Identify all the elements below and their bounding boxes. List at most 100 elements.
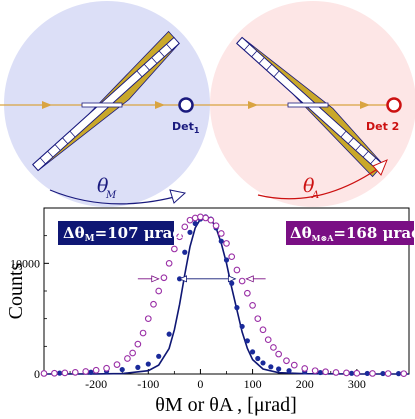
data-series — [40, 213, 409, 378]
x-tick-label: 200 — [296, 377, 314, 391]
data-point-open — [223, 240, 230, 247]
data-point-filled — [364, 370, 370, 377]
beam-arrow-4 — [360, 101, 370, 109]
detector-1-icon — [178, 97, 194, 113]
data-point-filled — [145, 361, 151, 367]
detector-2-icon — [386, 97, 402, 113]
data-point-open — [353, 369, 361, 377]
detector-2-label: Det 2 — [366, 120, 399, 133]
data-point-filled — [88, 369, 94, 375]
data-point-open — [249, 302, 256, 309]
data-point-open — [270, 344, 277, 351]
plot-area: -200 -100 0 100 200 300 0 10000 θM or θA , [μr… — [5, 207, 410, 416]
data-point-filled — [223, 257, 230, 263]
x-tick-label: -100 — [137, 377, 159, 391]
data-point-open — [322, 368, 329, 376]
data-point-filled — [57, 370, 63, 376]
x-tick-label: 100 — [244, 377, 262, 391]
data-point-open — [181, 223, 189, 231]
theta-m-sub: M — [105, 190, 117, 201]
theta-m-arrow-icon — [169, 189, 187, 204]
x-tick-label: 300 — [348, 377, 366, 391]
data-point-open — [275, 350, 282, 358]
data-point-filled — [260, 360, 266, 366]
data-point-filled — [166, 331, 172, 337]
data-point-filled — [349, 370, 355, 376]
detector-1-sub: 1 — [194, 126, 200, 135]
data-point-open — [82, 368, 90, 375]
annotation-box-1 — [58, 221, 174, 245]
data-point-filled — [276, 366, 282, 372]
data-point-open — [134, 340, 142, 348]
data-point-open — [217, 230, 225, 237]
theta-a-sub: A — [311, 190, 319, 201]
data-point-open — [238, 277, 246, 285]
data-point-filled — [244, 338, 250, 344]
data-point-filled — [239, 323, 245, 330]
data-point-open — [332, 369, 340, 376]
data-point-open — [259, 326, 267, 334]
y-tick-label: 10000 — [10, 256, 40, 270]
data-point-open — [71, 368, 79, 376]
theta-a-arc — [257, 164, 384, 200]
data-point-open — [113, 361, 121, 368]
fwhm-combined-arrow-left-icon — [151, 275, 160, 283]
data-point-open — [40, 370, 48, 377]
x-axis-label: θM or θA , [μrad] — [155, 394, 297, 416]
annotation-text-1: ΔθM=107 μrad — [63, 224, 183, 244]
data-point-open — [254, 315, 262, 323]
data-point-filled — [156, 353, 162, 359]
data-point-filled — [268, 364, 274, 370]
data-point-open — [283, 357, 290, 365]
theta-m-arc — [49, 189, 183, 205]
data-point-open — [165, 259, 173, 267]
data-point-open — [384, 370, 392, 377]
data-point-open — [197, 213, 204, 221]
data-point-open — [244, 289, 251, 297]
data-point-filled — [218, 238, 224, 244]
theta-m-label: θ — [97, 175, 109, 197]
data-point-open — [124, 355, 131, 362]
data-point-filled — [255, 355, 261, 362]
data-point-open — [144, 315, 152, 323]
data-point-filled — [182, 249, 188, 255]
instrument-schematic: Det1 Det 2 θ M θ A — [0, 1, 415, 207]
theta-a-arrow-icon — [372, 159, 388, 176]
data-point-open — [301, 365, 309, 372]
beam-arrow-2 — [155, 101, 165, 109]
data-point-open — [400, 370, 408, 378]
theta-a-label: θ — [303, 175, 315, 197]
data-point-open — [51, 369, 58, 377]
fwhm-arrow-left-icon — [178, 275, 187, 283]
beam-arrow-3 — [248, 101, 258, 109]
data-point-open — [212, 222, 220, 230]
data-point-open — [92, 366, 100, 374]
beam-arrow-1 — [42, 101, 52, 109]
data-point-filled — [187, 229, 193, 235]
data-point-open — [311, 367, 319, 375]
data-point-filled — [192, 220, 198, 227]
data-point-filled — [395, 371, 402, 377]
data-point-open — [191, 214, 199, 222]
annotation-text-2: ΔθM⊗A=168 μrad — [290, 224, 415, 243]
data-point-open — [233, 266, 241, 274]
data-point-open — [139, 329, 147, 337]
data-point-filled — [380, 370, 386, 377]
y-tick-label: 0 — [34, 367, 40, 381]
fwhm-markers — [137, 275, 266, 283]
data-point-open — [290, 361, 298, 369]
detector-1-label: Det1 — [172, 120, 200, 135]
annotation-box-2 — [286, 221, 414, 245]
data-point-filled — [249, 349, 256, 355]
data-point-filled — [234, 305, 240, 311]
fwhm-arrow-right-icon — [227, 275, 237, 283]
data-point-open — [369, 370, 376, 377]
data-point-open — [150, 300, 157, 308]
data-point-open — [228, 253, 236, 261]
data-point-open — [171, 245, 178, 253]
data-point-filled — [119, 366, 125, 373]
x-ticks: -200 -100 0 100 200 300 — [43, 369, 410, 391]
data-point-open — [264, 336, 272, 344]
fwhm-combined-arrow-right-icon — [245, 275, 254, 283]
